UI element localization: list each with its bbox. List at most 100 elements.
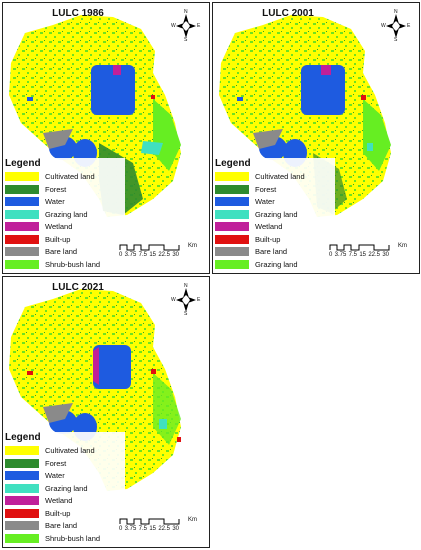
legend-item: Forest [215, 184, 335, 195]
legend-item: Wetland [5, 495, 125, 506]
compass-w: W [171, 297, 176, 303]
legend-swatch [5, 234, 39, 244]
scale-bar: 0 3.75 7.5 15 22.5 30 Km [119, 243, 197, 263]
legend-title: Legend [5, 432, 41, 443]
scale-tick: 30 [172, 526, 179, 532]
legend-item: Water [215, 196, 335, 207]
scale-ticks: 0 3.75 7.5 15 22.5 30 [329, 252, 389, 258]
legend-swatch [5, 458, 39, 468]
legend-item: Forest [5, 458, 125, 469]
scale-tick: 3.75 [124, 526, 137, 532]
legend-swatch [5, 197, 39, 206]
north-arrow-icon: N S W E [171, 9, 201, 43]
panel-title: LULC 2001 [262, 8, 314, 19]
scale-tick: 15 [149, 252, 156, 258]
north-arrow-icon: N S W E [381, 9, 411, 43]
panel-title: LULC 2021 [52, 282, 104, 293]
legend: Legend Cultivated land Forest Water Graz… [5, 158, 125, 271]
scale-bar: 0 3.75 7.5 15 22.5 30 Km [119, 517, 197, 537]
scale-tick: 15 [359, 252, 366, 258]
legend-label: Water [255, 197, 275, 206]
legend-swatch [215, 234, 249, 244]
legend-item: Grazing land [215, 209, 335, 220]
legend-swatch [5, 172, 39, 181]
legend-title: Legend [215, 158, 251, 169]
panel-title: LULC 1986 [52, 8, 104, 19]
scale-tick: 3.75 [334, 252, 347, 258]
scale-tick: 30 [382, 252, 389, 258]
legend-swatch [215, 172, 249, 181]
legend-item: Built-up [215, 234, 335, 245]
legend-item: Wetland [5, 221, 125, 232]
legend-label: Built-up [45, 508, 71, 518]
legend-label: Built-up [45, 234, 71, 244]
legend-item: Wetland [215, 221, 335, 232]
legend-item: Cultivated land [5, 171, 125, 182]
legend-swatch [5, 496, 39, 505]
legend-item: Shrub-bush land [5, 533, 125, 544]
legend-label: Water [45, 471, 65, 480]
legend-label: Grazing land [45, 483, 88, 493]
legend-label: Forest [45, 458, 67, 468]
legend-swatch [5, 247, 39, 256]
scale-tick: 7.5 [138, 252, 147, 258]
scale-tick: 22.5 [368, 252, 380, 258]
legend-label: Forest [45, 184, 67, 194]
legend-swatch [215, 247, 249, 256]
legend-swatch [215, 184, 249, 194]
legend-item: Water [5, 196, 125, 207]
legend-swatch [215, 222, 249, 231]
legend-label: Wetland [45, 496, 73, 505]
legend-swatch [215, 209, 249, 219]
legend-swatch [5, 521, 39, 530]
compass-s: S [394, 37, 398, 43]
compass-w: W [171, 23, 176, 29]
legend-swatch [5, 259, 39, 269]
scale-tick: 0 [329, 252, 333, 258]
compass-n: N [184, 283, 188, 289]
compass-w: W [381, 23, 386, 29]
scale-tick: 0 [119, 526, 123, 532]
scale-tick: 7.5 [138, 526, 147, 532]
scale-tick: 22.5 [158, 252, 170, 258]
legend-label: Bare land [45, 247, 78, 256]
legend-label: Built-up [255, 234, 281, 244]
legend-label: Grazing land [255, 259, 298, 269]
compass-s: S [184, 311, 188, 317]
scale-unit: Km [188, 517, 197, 523]
north-arrow-icon: N S W E [171, 283, 201, 317]
scale-tick: 3.75 [124, 252, 137, 258]
legend-label: Cultivated land [255, 172, 305, 181]
scale-tick: 7.5 [348, 252, 357, 258]
scale-tick: 30 [172, 252, 179, 258]
legend-item: Built-up [5, 508, 125, 519]
scale-ticks: 0 3.75 7.5 15 22.5 30 [119, 526, 179, 532]
compass-e: E [407, 23, 411, 29]
legend-item: Bare land [215, 246, 335, 257]
legend-swatch [5, 483, 39, 493]
legend: Legend Cultivated land Forest Water Graz… [5, 432, 125, 545]
legend-label: Wetland [45, 222, 73, 231]
legend-item: Water [5, 470, 125, 481]
compass-e: E [197, 297, 201, 303]
map-panel-2001: LULC 2001 N S W E Legend Cultivated land… [212, 2, 420, 274]
legend-item: Grazing land [215, 259, 335, 270]
lulc-map-2021 [9, 289, 181, 491]
legend-item: Shrub-bush land [5, 259, 125, 270]
legend-item: Cultivated land [215, 171, 335, 182]
lulc-map-1986 [9, 15, 181, 217]
legend-label: Grazing land [45, 209, 88, 219]
legend-item: Bare land [5, 520, 125, 531]
legend-label: Bare land [255, 247, 288, 256]
legend-swatch [5, 508, 39, 518]
legend-swatch [215, 259, 249, 269]
legend-swatch [215, 197, 249, 206]
scale-tick: 22.5 [158, 526, 170, 532]
legend-item: Grazing land [5, 483, 125, 494]
legend-swatch [5, 222, 39, 231]
legend-item: Grazing land [5, 209, 125, 220]
legend-label: Cultivated land [45, 172, 95, 181]
legend-label: Wetland [255, 222, 283, 231]
scale-bar: 0 3.75 7.5 15 22.5 30 Km [329, 243, 407, 263]
map-panel-1986: LULC 1986 N S W E Legend Cultivated land… [2, 2, 210, 274]
